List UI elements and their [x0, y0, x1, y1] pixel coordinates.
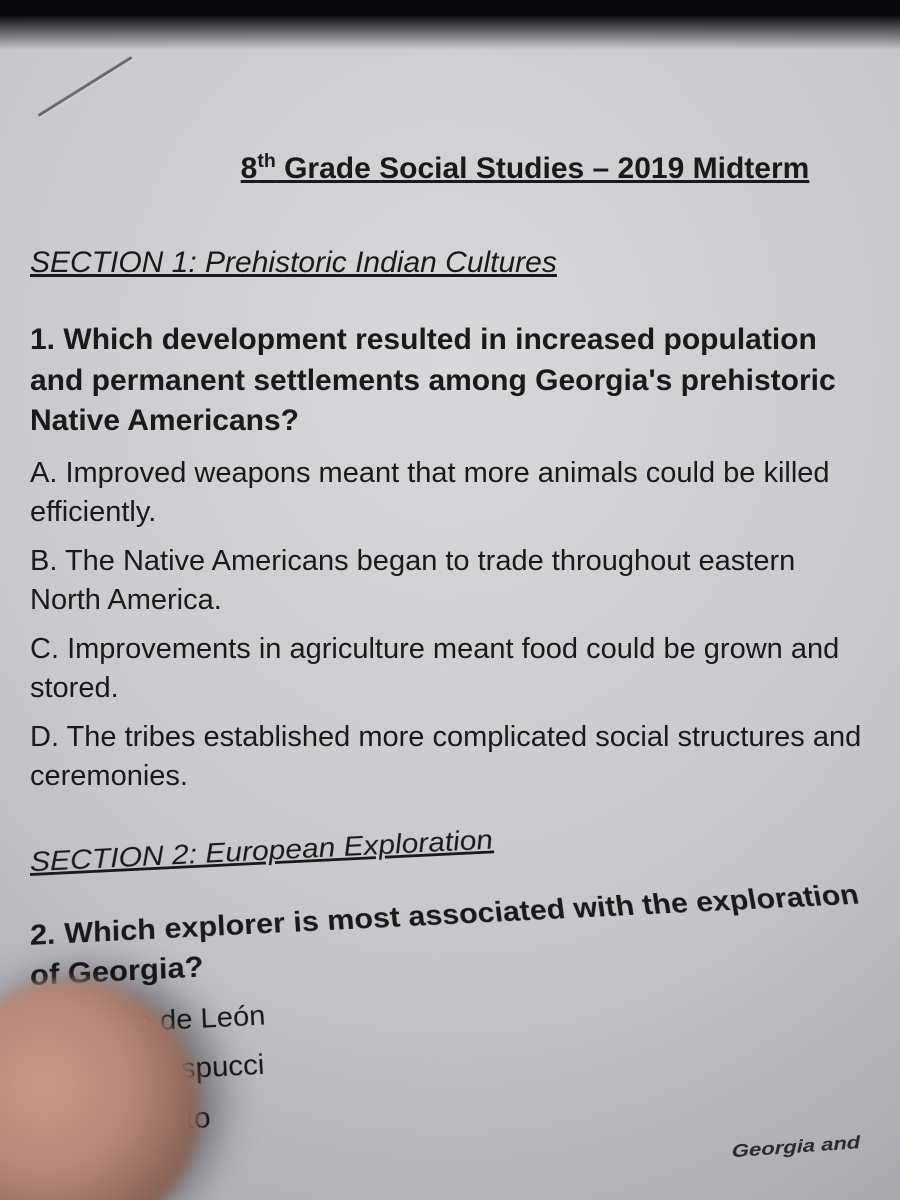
option-text: Improved weapons meant that more animals…: [30, 457, 830, 528]
section-2-heading: SECTION 2: European Exploration: [30, 806, 868, 878]
question-1-text: 1. Which development resulted in increas…: [30, 320, 870, 442]
document-title: 8th Grade Social Studies – 2019 Midterm: [180, 150, 870, 186]
question-1-option-c: C. Improvements in agriculture meant foo…: [30, 630, 870, 708]
section-1-block: SECTION 1: Prehistoric Indian Cultures 1…: [30, 246, 870, 797]
option-letter: C.: [30, 633, 59, 665]
question-1-body: Which development resulted in increased …: [30, 323, 836, 437]
title-ordinal-suffix: th: [257, 150, 275, 172]
question-2-number: 2.: [30, 918, 56, 951]
title-rest: Grade Social Studies – 2019 Midterm: [276, 152, 810, 185]
section-1-heading: SECTION 1: Prehistoric Indian Cultures: [30, 246, 870, 280]
question-1-option-d: D. The tribes established more complicat…: [30, 718, 870, 796]
question-1-number: 1.: [30, 323, 55, 356]
question-1-option-a: A. Improved weapons meant that more anim…: [30, 454, 870, 532]
option-text: Improvements in agriculture meant food c…: [30, 633, 839, 704]
option-letter: A.: [30, 457, 57, 489]
option-letter: D.: [30, 721, 59, 753]
option-text: The tribes established more complicated …: [30, 721, 861, 792]
question-1-option-b: B. The Native Americans began to trade t…: [30, 542, 870, 620]
title-grade-number: 8: [241, 152, 258, 185]
option-letter: B.: [30, 545, 57, 577]
option-text: The Native Americans began to trade thro…: [30, 545, 795, 616]
